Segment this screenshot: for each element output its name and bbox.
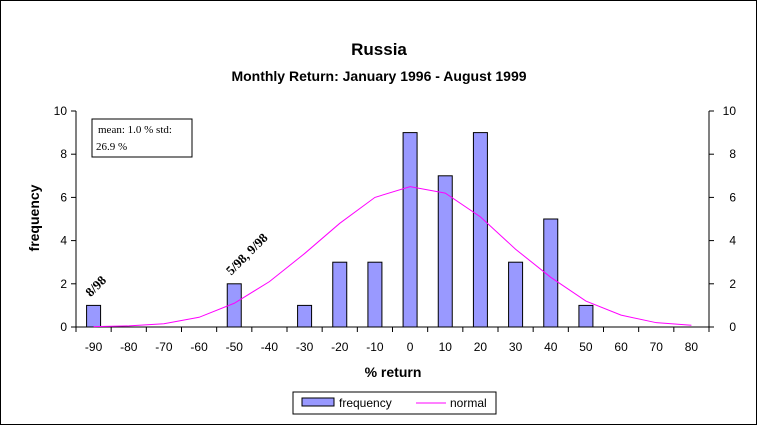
y-tick-label-left: 8 bbox=[60, 147, 67, 161]
y-tick-label-right: 10 bbox=[723, 104, 737, 118]
annotation-label: 5/98, 9/98 bbox=[223, 230, 271, 278]
x-tick-label: 10 bbox=[439, 340, 453, 354]
legend-border bbox=[292, 391, 497, 415]
x-tick-label: 30 bbox=[509, 340, 523, 354]
x-tick-label: 70 bbox=[650, 340, 664, 354]
x-tick-label: 0 bbox=[407, 340, 414, 354]
y-axis-title: frequency bbox=[26, 184, 42, 251]
bar-frequency bbox=[367, 261, 383, 328]
bar-frequency bbox=[226, 283, 242, 328]
y-tick-label-left: 10 bbox=[54, 104, 68, 118]
y-tick-label-right: 8 bbox=[729, 147, 736, 161]
legend-swatch-frequency bbox=[301, 397, 335, 407]
stats-box-border bbox=[91, 118, 193, 158]
bar-frequency bbox=[543, 218, 559, 328]
bar-frequency bbox=[86, 304, 102, 328]
plot-area: 0 0 2 2 4 4 6 6 8 8 10 10 -90 -80 -70 -60 -50 -40 -30 -20 -1… bbox=[54, 104, 737, 354]
x-tick-label: -60 bbox=[190, 340, 208, 354]
y-tick-label-left: 4 bbox=[60, 234, 67, 248]
chart-title: Russia bbox=[351, 40, 407, 59]
x-tick-label: 20 bbox=[474, 340, 488, 354]
stats-box: mean: 1.0 % std: 26.9 % bbox=[91, 118, 193, 158]
x-tick-label: 60 bbox=[614, 340, 628, 354]
y-tick-label-left: 6 bbox=[60, 190, 67, 204]
bar-frequency bbox=[297, 304, 313, 328]
x-tick-label: -70 bbox=[155, 340, 173, 354]
x-tick-label: 50 bbox=[579, 340, 593, 354]
legend: frequency normal bbox=[292, 391, 497, 415]
bar-frequency bbox=[437, 175, 453, 328]
legend-label-frequency: frequency bbox=[339, 396, 392, 410]
bar-frequency bbox=[332, 261, 348, 328]
bar-frequency bbox=[508, 261, 524, 328]
x-tick-label: 80 bbox=[685, 340, 699, 354]
x-axis-title: % return bbox=[365, 364, 422, 380]
y-tick-label-right: 0 bbox=[729, 320, 736, 334]
x-tick-label: -10 bbox=[366, 340, 384, 354]
y-tick-label-left: 2 bbox=[60, 277, 67, 291]
x-tick-label: -30 bbox=[296, 340, 314, 354]
y-tick-label-right: 2 bbox=[729, 277, 736, 291]
x-tick-label: -50 bbox=[226, 340, 244, 354]
annotation-label: 8/98 bbox=[82, 272, 109, 299]
bar-frequency bbox=[472, 132, 488, 328]
x-tick-label: 40 bbox=[544, 340, 558, 354]
line-normal bbox=[93, 186, 692, 328]
stats-text: mean: 1.0 % std: 26.9 % bbox=[96, 124, 175, 153]
bar-frequency bbox=[578, 304, 594, 328]
x-tick-label: -20 bbox=[331, 340, 349, 354]
x-tick-label: -90 bbox=[85, 340, 103, 354]
x-tick-label: -40 bbox=[261, 340, 279, 354]
chart-subtitle: Monthly Return: January 1996 - August 19… bbox=[231, 68, 526, 84]
y-tick-label-left: 0 bbox=[60, 320, 67, 334]
bar-frequency bbox=[402, 132, 418, 328]
y-tick-label-right: 6 bbox=[729, 190, 736, 204]
y-tick-label-right: 4 bbox=[729, 234, 736, 248]
legend-label-normal: normal bbox=[450, 396, 487, 410]
x-tick-label: -80 bbox=[120, 340, 138, 354]
